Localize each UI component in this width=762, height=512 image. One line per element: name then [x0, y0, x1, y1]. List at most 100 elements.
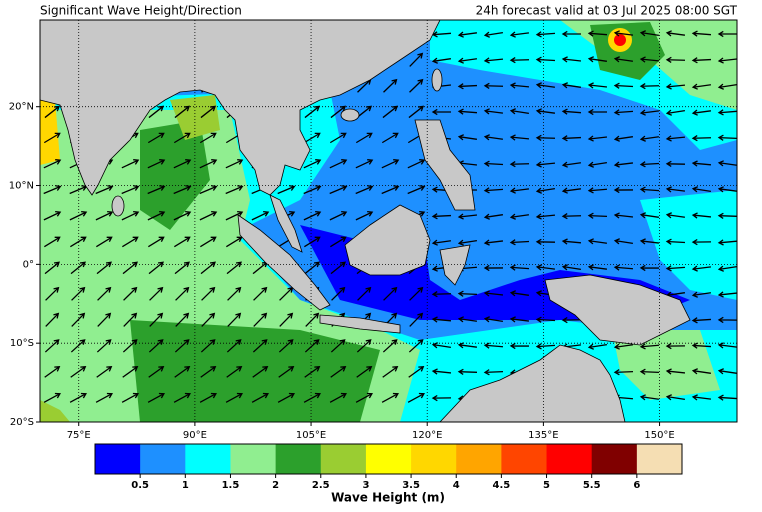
wave-arrow	[613, 238, 633, 245]
wave-arrow	[639, 238, 660, 245]
wave-arrow	[252, 365, 269, 378]
wave-arrow	[70, 236, 87, 248]
wave-arrow	[509, 342, 530, 350]
colorbar-label: Wave Height (m)	[331, 491, 445, 505]
wave-arrow	[199, 392, 218, 403]
wave-arrow	[149, 312, 164, 327]
wave-arrow	[409, 78, 424, 93]
lat-tick-label: 0°	[23, 259, 34, 270]
wave-arrow	[561, 30, 582, 38]
java	[319, 314, 401, 334]
wave-arrow	[483, 316, 503, 323]
wave-arrow	[535, 187, 555, 194]
wave-arrow	[587, 187, 608, 194]
wave-arrow	[408, 365, 425, 378]
colorbar-frame	[94, 443, 683, 475]
wave-arrow	[613, 82, 634, 89]
wave-arrow	[304, 365, 321, 378]
wave-arrow	[147, 159, 166, 169]
wave-arrow	[431, 57, 451, 64]
wave-arrow	[173, 159, 192, 169]
wave-arrow	[149, 286, 164, 301]
wave-arrow	[43, 159, 62, 169]
wave-zone	[130, 320, 380, 422]
wave-arrow	[587, 56, 607, 63]
wave-arrow	[509, 239, 530, 246]
wave-arrow	[665, 135, 686, 142]
wave-arrow	[43, 132, 61, 144]
wave-arrow	[97, 312, 112, 327]
wave-arrow	[148, 365, 165, 378]
wave-arrow	[561, 187, 582, 194]
wave-arrow	[665, 368, 686, 375]
wave-arrow	[483, 342, 504, 349]
wave-arrow	[457, 316, 478, 323]
wave-arrow	[303, 210, 322, 221]
wave-zone	[40, 100, 60, 165]
wave-arrow	[483, 187, 504, 194]
wave-arrow	[639, 368, 660, 375]
borneo	[344, 204, 431, 276]
wave-zone	[40, 400, 70, 422]
wave-arrow	[509, 316, 530, 323]
sumatra	[237, 214, 331, 311]
lat-tick-label: 20°S	[10, 417, 34, 428]
wave-arrow	[431, 291, 452, 298]
wave-arrow	[355, 132, 373, 144]
wave-arrow	[227, 286, 242, 301]
colorbar-tick-label: 4.5	[493, 480, 511, 491]
wave-arrow	[355, 392, 374, 403]
wave-arrow	[587, 135, 608, 142]
wave-arrow	[69, 210, 88, 221]
lon-tick-label: 120°E	[412, 430, 442, 441]
wave-arrow	[97, 286, 112, 301]
wave-arrow	[717, 83, 737, 90]
wave-arrow	[535, 316, 556, 323]
wave-arrow	[409, 286, 424, 301]
wave-arrow	[509, 108, 529, 115]
wave-arrow	[123, 286, 138, 301]
wave-arrow	[587, 161, 607, 168]
lon-tick-label: 90°E	[183, 430, 207, 441]
wave-arrow	[407, 392, 426, 403]
wave-arrow	[561, 56, 582, 63]
wave-arrow	[304, 236, 321, 248]
colorbar-tick-label: 2	[272, 480, 279, 491]
wave-arrow	[665, 56, 686, 63]
wave-arrow	[44, 339, 60, 353]
colorbar-swatch	[411, 444, 457, 474]
wave-arrow	[691, 238, 712, 246]
wave-arrow	[382, 365, 399, 378]
wave-arrow	[278, 339, 294, 353]
wave-arrow	[717, 109, 737, 116]
wave-arrow	[431, 239, 452, 246]
wave-arrow	[561, 108, 582, 115]
wave-arrow	[201, 312, 216, 327]
colorbar-tick-label: 1	[182, 480, 189, 491]
wave-zone	[170, 95, 220, 140]
wave-arrow	[509, 160, 530, 168]
wave-arrow	[382, 339, 398, 353]
wave-arrow	[122, 365, 139, 378]
colorbar-swatch	[185, 444, 231, 474]
wave-arrow	[483, 57, 504, 64]
wave-arrow	[431, 368, 452, 375]
wave-arrow	[121, 210, 140, 221]
wave-arrow	[535, 134, 556, 141]
wave-arrow	[639, 343, 660, 350]
wave-arrow	[329, 210, 348, 221]
wave-arrow	[561, 135, 582, 142]
wave-arrow	[381, 159, 400, 169]
wave-arrow	[199, 210, 218, 221]
wave-arrow	[279, 312, 294, 327]
wave-arrow	[331, 286, 346, 301]
wave-arrow	[355, 159, 374, 169]
wave-arrow	[639, 82, 660, 90]
wave-arrow	[199, 132, 217, 144]
wave-arrow	[717, 186, 737, 193]
taiwan	[431, 68, 443, 92]
wave-arrow	[303, 392, 322, 403]
mainland-asia	[40, 20, 441, 196]
wave-arrow	[535, 161, 556, 168]
malay-peninsula	[269, 194, 303, 253]
